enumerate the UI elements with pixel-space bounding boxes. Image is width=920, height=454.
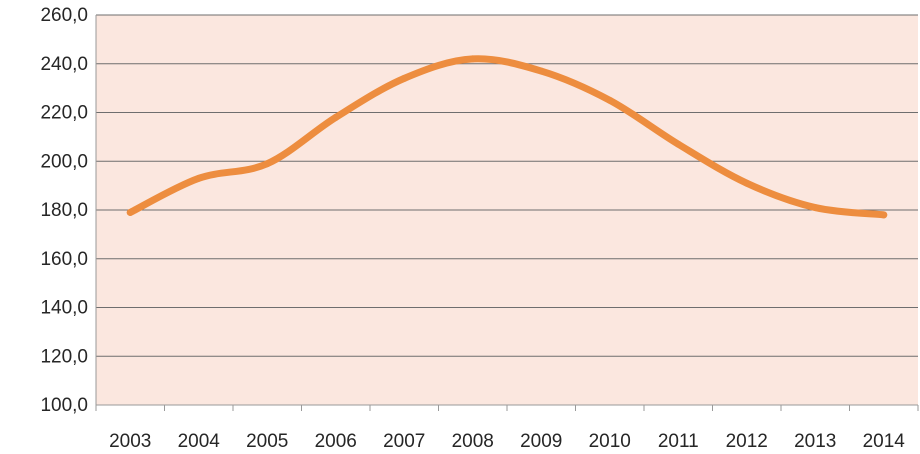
data-point (195, 174, 203, 182)
data-point (469, 55, 477, 63)
data-point (400, 74, 408, 82)
series-layer (126, 55, 888, 219)
x-tick-label: 2008 (452, 431, 494, 452)
gridlines (96, 14, 918, 357)
x-tick-label: 2006 (315, 431, 357, 452)
y-tick-label: 240,0 (40, 54, 88, 75)
x-tick-label: 2005 (246, 431, 288, 452)
x-tick-label: 2004 (178, 431, 221, 452)
x-tick-label: 2013 (794, 431, 836, 452)
y-axis-tick-labels: 100,0 120,0 140,0 160,0 180,0 200,0 220,0 240,0… (40, 5, 88, 416)
series-line (126, 55, 888, 219)
x-tick-label: 2011 (658, 431, 699, 452)
data-point (743, 179, 751, 187)
y-tick-label: 120,0 (40, 346, 88, 367)
data-point (332, 113, 340, 121)
x-tick-label: 2007 (383, 431, 425, 452)
axes (95, 15, 919, 411)
x-axis-tick-labels: 2003 2004 2005 2006 2007 2008 2009 2010 2011 2012… (109, 431, 905, 452)
y-tick-label: 260,0 (40, 5, 88, 26)
x-tick-label: 2014 (863, 431, 906, 452)
x-tick-label: 2009 (520, 431, 562, 452)
data-point (537, 67, 545, 75)
y-tick-label: 100,0 (40, 395, 88, 416)
data-point (126, 208, 134, 216)
data-point (880, 211, 888, 219)
y-tick-label: 180,0 (40, 200, 88, 221)
data-point (811, 204, 819, 212)
y-tick-label: 160,0 (40, 249, 88, 270)
x-tick-label: 2010 (589, 431, 631, 452)
data-point (674, 140, 682, 148)
x-tick-label: 2003 (109, 431, 151, 452)
y-tick-label: 140,0 (40, 298, 88, 319)
data-point (263, 160, 271, 168)
y-tick-label: 200,0 (40, 151, 88, 172)
y-tick-label: 220,0 (40, 103, 88, 124)
data-point (606, 96, 614, 104)
x-tick-label: 2012 (726, 431, 768, 452)
